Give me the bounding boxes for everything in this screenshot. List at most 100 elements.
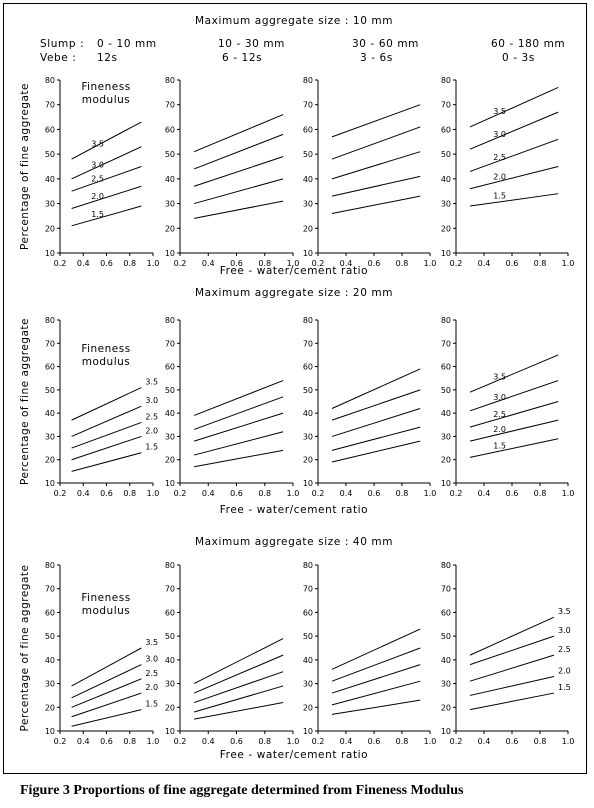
series-line-r1-c3-3-5 xyxy=(331,104,421,138)
y-tick-label-r2-c2: 40 xyxy=(165,409,175,418)
series-line-r3-c1-1-5 xyxy=(71,709,142,727)
series-label-r3-c4: 2.0 xyxy=(558,666,571,675)
x-tick-label-r3-c2: 0.2 xyxy=(174,737,187,746)
fineness-label-r2-c1: Fineness xyxy=(81,343,130,355)
x-tick-label-r2-c2: 0.2 xyxy=(174,489,187,498)
series-line-r2-c1-2-0 xyxy=(71,435,142,461)
y-tick-label-r2-c3: 20 xyxy=(303,456,313,465)
y-tick-label-r1-c1: 30 xyxy=(45,200,55,209)
series-label-r2-c4: 2.5 xyxy=(493,410,506,419)
series-label-r1-c1: 2.5 xyxy=(91,174,104,183)
series-label-r3-c1: 1.5 xyxy=(145,700,158,709)
x-tick-label-r2-c4: 0.2 xyxy=(450,489,463,498)
modulus-label-r3-c1: modulus xyxy=(82,605,131,617)
series-line-r2-c3-1-5 xyxy=(331,440,421,463)
series-label-r1-c4: 2.5 xyxy=(493,153,506,162)
y-tick-label-r2-c3: 80 xyxy=(303,316,313,325)
x-tick-label-r2-c1: 0.6 xyxy=(100,489,113,498)
y-tick-label-r1-c1: 20 xyxy=(45,224,55,233)
x-tick-label-r1-c3: 0.8 xyxy=(396,259,409,268)
series-line-r1-c4-2-0 xyxy=(469,166,559,190)
fineness-label-r1-c1: Fineness xyxy=(81,81,130,93)
y-tick-label-r2-c4: 70 xyxy=(441,339,451,348)
x-tick-label-r2-c3: 0.8 xyxy=(396,489,409,498)
modulus-label-r2-c1: modulus xyxy=(82,356,131,368)
y-tick-label-r3-c4: 10 xyxy=(441,727,451,736)
y-tick-label-r3-c2: 80 xyxy=(165,561,175,570)
series-label-r1-c1: 1.5 xyxy=(91,210,104,219)
x-tick-label-r2-c1: 0.4 xyxy=(77,489,90,498)
x-tick-label-r3-c4: 0.4 xyxy=(478,737,491,746)
series-line-r3-c4-3-0 xyxy=(469,635,555,666)
series-label-r2-c1: 3.5 xyxy=(145,378,158,387)
series-label-r1-c1: 3.5 xyxy=(91,140,104,149)
x-tick-label-r3-c1: 0.8 xyxy=(123,737,136,746)
y-tick-label-r1-c2: 10 xyxy=(165,249,175,258)
series-label-r2-c4: 1.5 xyxy=(493,442,506,451)
x-tick-label-r1-c4: 0.6 xyxy=(506,259,519,268)
modulus-label-r1-c1: modulus xyxy=(82,94,131,106)
series-line-r2-c4-2-5 xyxy=(469,401,559,428)
series-label-r1-c4: 3.0 xyxy=(493,130,506,139)
x-tick-label-r3-c1: 1.0 xyxy=(147,737,160,746)
series-line-r1-c3-3-0 xyxy=(331,126,421,160)
y-tick-label-r1-c4: 40 xyxy=(441,175,451,184)
y-tick-label-r2-c2: 10 xyxy=(165,479,175,488)
slump-value-col4: 60 - 180 mm xyxy=(491,38,566,50)
y-tick-label-r2-c1: 40 xyxy=(45,409,55,418)
y-tick-label-r2-c3: 70 xyxy=(303,339,313,348)
series-line-r2-c4-1-5 xyxy=(469,438,559,458)
x-tick-label-r1-c4: 0.2 xyxy=(450,259,463,268)
x-tick-label-r2-c4: 0.8 xyxy=(534,489,547,498)
series-line-r2-c3-2-0 xyxy=(331,426,421,451)
x-tick-label-r2-c1: 0.2 xyxy=(54,489,67,498)
y-tick-label-r1-c2: 60 xyxy=(165,125,175,134)
y-tick-label-r2-c2: 70 xyxy=(165,339,175,348)
y-tick-label-r3-c4: 70 xyxy=(441,585,451,594)
y-tick-label-r3-c1: 70 xyxy=(45,585,55,594)
y-tick-label-r1-c3: 10 xyxy=(303,249,313,258)
series-line-r1-c2-2-0 xyxy=(193,178,284,205)
x-tick-label-r3-c2: 0.6 xyxy=(230,737,243,746)
series-line-r1-c1-3-0 xyxy=(71,146,142,180)
series-line-r2-c2-3-5 xyxy=(193,380,284,416)
series-line-r3-c4-2-5 xyxy=(469,654,555,682)
x-tick-label-r1-c4: 0.4 xyxy=(478,259,491,268)
y-tick-label-r1-c3: 20 xyxy=(303,224,313,233)
vebe-value-col3: 3 - 6s xyxy=(360,52,393,64)
series-label-r3-c4: 1.5 xyxy=(558,683,571,692)
y-tick-label-r2-c4: 60 xyxy=(441,363,451,372)
y-tick-label-r2-c2: 20 xyxy=(165,456,175,465)
series-label-r1-c4: 2.0 xyxy=(493,172,506,181)
x-tick-label-r3-c2: 0.8 xyxy=(258,737,271,746)
y-tick-label-r1-c2: 20 xyxy=(165,224,175,233)
series-line-r2-c1-3-5 xyxy=(71,387,142,421)
y-tick-label-r2-c3: 50 xyxy=(303,386,313,395)
y-tick-label-r1-c3: 60 xyxy=(303,125,313,134)
series-label-r2-c1: 3.0 xyxy=(145,396,158,405)
x-tick-label-r3-c1: 0.2 xyxy=(54,737,67,746)
y-tick-label-r1-c3: 70 xyxy=(303,101,313,110)
x-tick-label-r1-c1: 0.2 xyxy=(54,259,67,268)
y-tick-label-r1-c3: 50 xyxy=(303,150,313,159)
x-tick-label-r3-c4: 1.0 xyxy=(562,737,575,746)
x-tick-label-r3-c4: 0.6 xyxy=(506,737,519,746)
y-tick-label-r1-c2: 70 xyxy=(165,101,175,110)
y-tick-label-r1-c4: 70 xyxy=(441,101,451,110)
series-label-r2-c4: 3.0 xyxy=(493,393,506,402)
series-line-r3-c4-3-5 xyxy=(469,616,555,656)
series-label-r1-c4: 1.5 xyxy=(493,192,506,201)
y-axis-label-3: Percentage of fine aggregate xyxy=(19,565,31,732)
series-line-r3-c2-1-5 xyxy=(194,702,284,720)
series-line-r1-c3-2-5 xyxy=(331,151,421,180)
y-tick-label-r2-c4: 40 xyxy=(441,409,451,418)
series-line-r3-c4-1-5 xyxy=(469,692,555,711)
series-label-r2-c1: 2.0 xyxy=(145,426,158,435)
x-tick-label-r1-c3: 1.0 xyxy=(424,259,437,268)
vebe-value-col1: 12s xyxy=(97,52,118,64)
y-tick-label-r2-c4: 20 xyxy=(441,456,451,465)
y-tick-label-r3-c3: 20 xyxy=(303,703,313,712)
y-tick-label-r2-c1: 10 xyxy=(45,479,55,488)
x-tick-label-r2-c3: 1.0 xyxy=(424,489,437,498)
